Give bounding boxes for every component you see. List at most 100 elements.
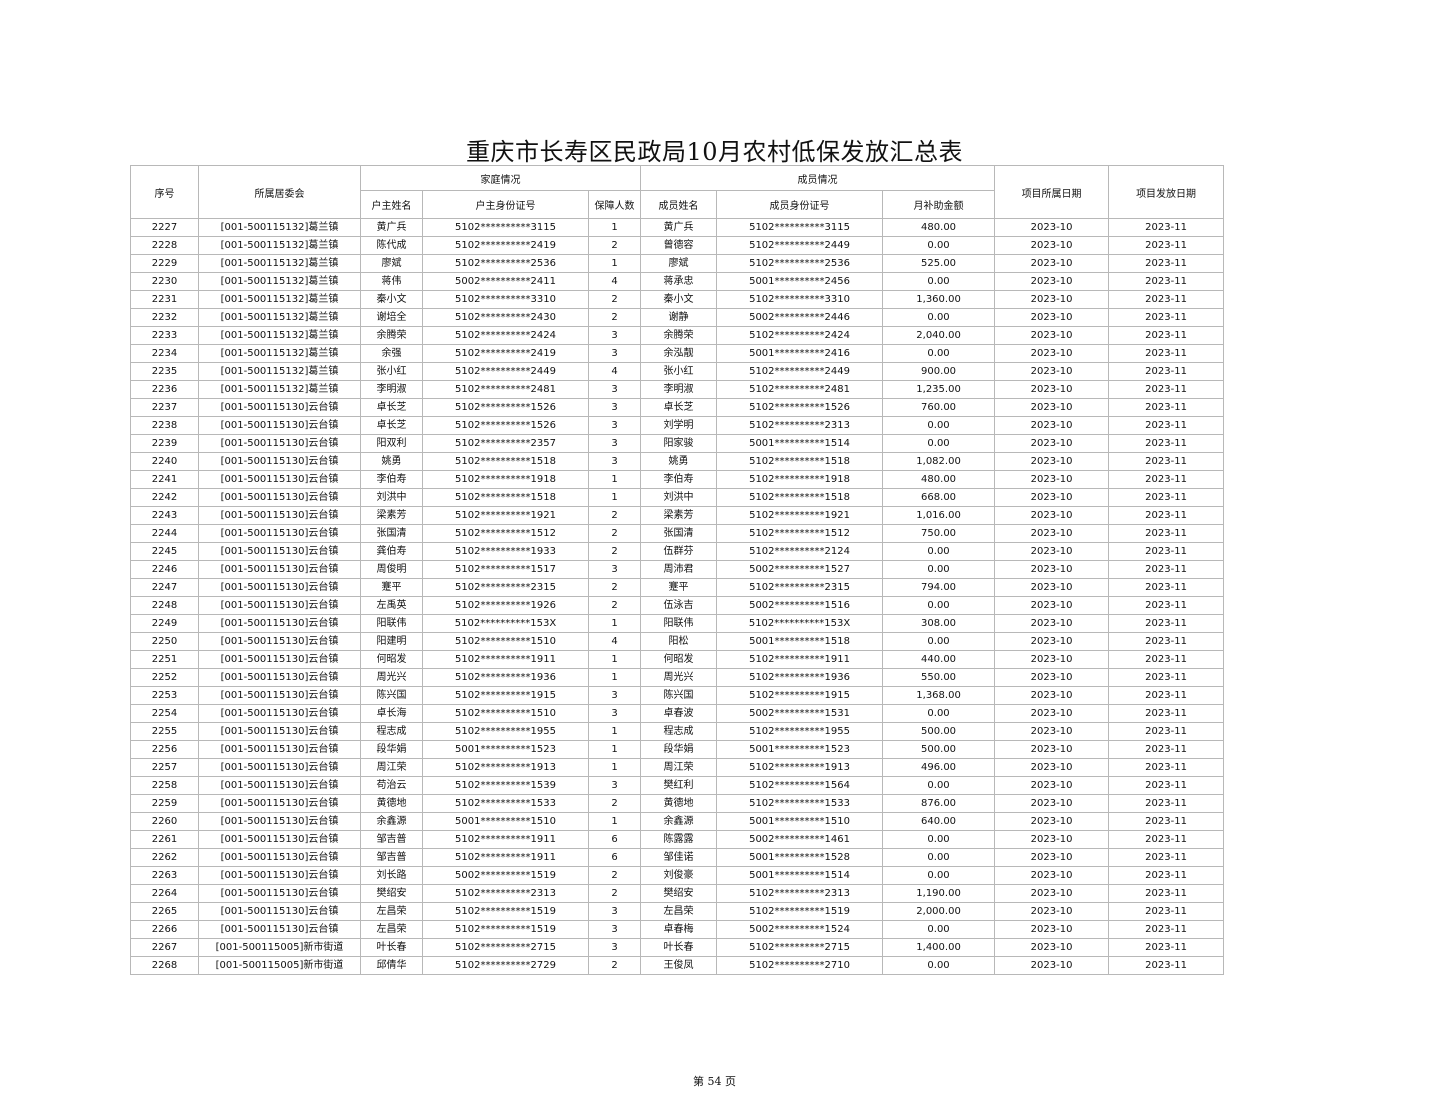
cell-head-name: 左昌荣 (360, 902, 423, 921)
cell-head-name: 左禹英 (360, 596, 423, 615)
cell-member-name: 姚勇 (640, 452, 718, 471)
cell-period: 2023-10 (994, 488, 1110, 507)
cell-committee: [001-500115132]葛兰镇 (198, 290, 361, 309)
cell-count: 3 (587, 434, 642, 453)
cell-count: 2 (587, 884, 642, 903)
table-row: 2243 [001-500115130]云台镇 梁素芳 5102**********1… (130, 506, 1225, 525)
cell-pay-date: 2023-11 (1108, 740, 1225, 759)
cell-seq: 2242 (130, 488, 199, 507)
cell-count: 2 (587, 308, 642, 327)
header-head-id: 户主身份证号 (422, 190, 589, 219)
header-committee: 所属居委会 (198, 165, 361, 219)
cell-count: 3 (587, 776, 642, 795)
cell-head-id: 5102**********1533 (422, 794, 589, 813)
cell-head-name: 阳建明 (360, 632, 423, 651)
cell-committee: [001-500115130]云台镇 (198, 524, 361, 543)
cell-head-id: 5102**********2729 (422, 956, 589, 975)
cell-committee: [001-500115130]云台镇 (198, 596, 361, 615)
cell-head-name: 李伯寿 (360, 470, 423, 489)
cell-amount: 0.00 (882, 272, 996, 291)
document-title: 重庆市长寿区民政局10月农村低保发放汇总表 (465, 138, 964, 166)
cell-pay-date: 2023-11 (1108, 668, 1225, 687)
cell-head-id: 5102**********1911 (422, 830, 589, 849)
cell-amount: 496.00 (882, 758, 996, 777)
table-row: 2249 [001-500115130]云台镇 阳联伟 5102**********1… (130, 614, 1225, 633)
cell-committee: [001-500115130]云台镇 (198, 740, 361, 759)
cell-count: 3 (587, 560, 642, 579)
cell-count: 6 (587, 830, 642, 849)
cell-period: 2023-10 (994, 578, 1110, 597)
table-row: 2254 [001-500115130]云台镇 卓长海 5102**********1… (130, 704, 1225, 723)
cell-period: 2023-10 (994, 308, 1110, 327)
cell-committee: [001-500115130]云台镇 (198, 686, 361, 705)
cell-count: 3 (587, 920, 642, 939)
cell-amount: 750.00 (882, 524, 996, 543)
table-body: 2227 [001-500115132]葛兰镇 黄广兵 5102**********3… (130, 218, 1225, 975)
cell-count: 1 (587, 650, 642, 669)
cell-member-name: 何昭发 (640, 650, 718, 669)
cell-seq: 2256 (130, 740, 199, 759)
cell-committee: [001-500115130]云台镇 (198, 416, 361, 435)
cell-member-id: 5002**********2446 (716, 308, 884, 327)
cell-count: 1 (587, 758, 642, 777)
cell-head-id: 5102**********1915 (422, 686, 589, 705)
cell-pay-date: 2023-11 (1108, 362, 1225, 381)
cell-head-id: 5102**********1926 (422, 596, 589, 615)
cell-period: 2023-10 (994, 830, 1110, 849)
cell-period: 2023-10 (994, 290, 1110, 309)
cell-period: 2023-10 (994, 614, 1110, 633)
cell-period: 2023-10 (994, 452, 1110, 471)
cell-seq: 2237 (130, 398, 199, 417)
cell-period: 2023-10 (994, 848, 1110, 867)
cell-member-id: 5102**********1518 (716, 452, 884, 471)
cell-amount: 760.00 (882, 398, 996, 417)
cell-period: 2023-10 (994, 524, 1110, 543)
cell-head-id: 5102**********3115 (422, 218, 589, 237)
cell-amount: 1,235.00 (882, 380, 996, 399)
cell-seq: 2263 (130, 866, 199, 885)
cell-member-name: 谢静 (640, 308, 718, 327)
cell-committee: [001-500115130]云台镇 (198, 506, 361, 525)
header-count: 保障人数 (587, 190, 642, 219)
cell-committee: [001-500115132]葛兰镇 (198, 344, 361, 363)
cell-amount: 0.00 (882, 596, 996, 615)
cell-head-id: 5102**********1512 (422, 524, 589, 543)
cell-pay-date: 2023-11 (1108, 524, 1225, 543)
cell-period: 2023-10 (994, 362, 1110, 381)
cell-member-id: 5102**********2481 (716, 380, 884, 399)
cell-seq: 2259 (130, 794, 199, 813)
cell-head-name: 邹吉普 (360, 848, 423, 867)
cell-amount: 0.00 (882, 956, 996, 975)
table-row: 2239 [001-500115130]云台镇 阳双利 5102**********2… (130, 434, 1225, 453)
cell-count: 3 (587, 344, 642, 363)
cell-period: 2023-10 (994, 254, 1110, 273)
cell-head-id: 5102**********2715 (422, 938, 589, 957)
cell-member-id: 5102**********1512 (716, 524, 884, 543)
cell-period: 2023-10 (994, 416, 1110, 435)
header-pay-date: 项目发放日期 (1108, 165, 1225, 219)
cell-member-name: 刘洪中 (640, 488, 718, 507)
cell-pay-date: 2023-11 (1108, 434, 1225, 453)
cell-head-name: 阳联伟 (360, 614, 423, 633)
cell-committee: [001-500115130]云台镇 (198, 470, 361, 489)
cell-count: 2 (587, 596, 642, 615)
cell-head-id: 5102**********1913 (422, 758, 589, 777)
cell-member-id: 5102**********3310 (716, 290, 884, 309)
table-row: 2231 [001-500115132]葛兰镇 秦小文 5102**********3… (130, 290, 1225, 309)
cell-amount: 668.00 (882, 488, 996, 507)
cell-pay-date: 2023-11 (1108, 272, 1225, 291)
cell-amount: 1,368.00 (882, 686, 996, 705)
cell-count: 1 (587, 254, 642, 273)
table-row: 2245 [001-500115130]云台镇 龚伯寿 5102**********1… (130, 542, 1225, 561)
cell-head-name: 廖斌 (360, 254, 423, 273)
cell-count: 3 (587, 326, 642, 345)
cell-committee: [001-500115005]新市街道 (198, 956, 361, 975)
cell-head-name: 余鑫源 (360, 812, 423, 831)
cell-amount: 876.00 (882, 794, 996, 813)
cell-head-id: 5102**********1517 (422, 560, 589, 579)
cell-head-name: 左昌荣 (360, 920, 423, 939)
cell-amount: 480.00 (882, 470, 996, 489)
table-row: 2232 [001-500115132]葛兰镇 谢培全 5102**********2… (130, 308, 1225, 327)
cell-seq: 2252 (130, 668, 199, 687)
cell-member-name: 黄德地 (640, 794, 718, 813)
